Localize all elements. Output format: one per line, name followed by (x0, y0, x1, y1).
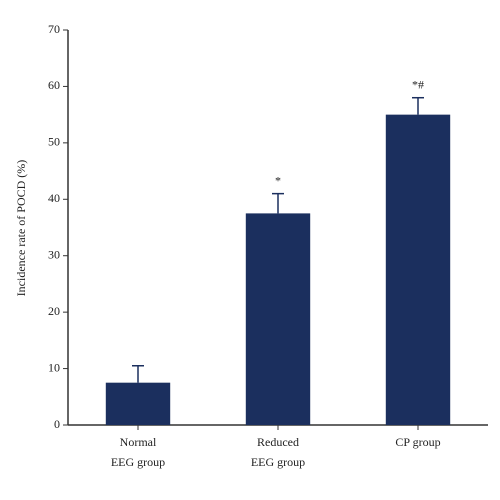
y-tick-label: 30 (48, 247, 60, 261)
y-tick-label: 40 (48, 191, 60, 205)
y-tick-label: 60 (48, 78, 60, 92)
y-tick-label: 0 (54, 417, 60, 431)
x-tick-label: EEG group (111, 455, 165, 469)
x-tick-label: Normal (120, 435, 157, 449)
x-tick-label: CP group (395, 435, 440, 449)
y-tick-label: 20 (48, 304, 60, 318)
y-axis-label: Incidence rate of POCD (%) (14, 160, 28, 297)
bar (245, 213, 311, 425)
annotation: *# (412, 77, 424, 91)
y-tick-label: 70 (48, 22, 60, 36)
x-tick-label: Reduced (257, 435, 299, 449)
bar (385, 114, 451, 426)
y-tick-label: 10 (48, 360, 60, 374)
annotation: * (275, 173, 281, 187)
bar (105, 382, 171, 425)
y-tick-label: 50 (48, 135, 60, 149)
x-tick-label: EEG group (251, 455, 305, 469)
